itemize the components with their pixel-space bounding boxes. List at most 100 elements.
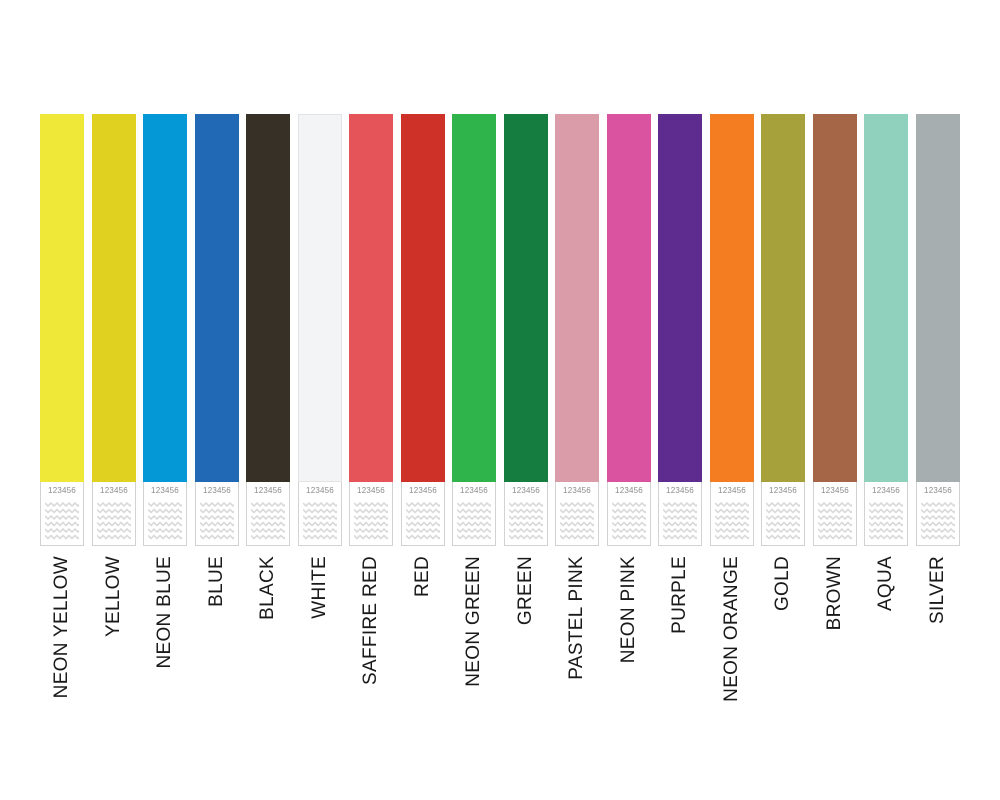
serial-number: 123456 xyxy=(512,486,540,495)
wristband-swatch: 123456 xyxy=(195,114,239,546)
security-cut-pattern-icon xyxy=(715,501,749,540)
color-name-label: PURPLE xyxy=(669,556,690,634)
color-name-label: GOLD xyxy=(772,556,793,612)
serial-number: 123456 xyxy=(306,486,334,495)
tamper-tab: 123456 xyxy=(658,482,702,546)
security-cut-pattern-icon xyxy=(612,501,646,540)
security-cut-pattern-icon xyxy=(663,501,697,540)
band-color-strip xyxy=(555,114,599,482)
band-color-strip xyxy=(40,114,84,482)
wristband-swatch: 123456 xyxy=(401,114,445,546)
color-name-label: NEON PINK xyxy=(618,556,639,664)
tamper-tab: 123456 xyxy=(710,482,754,546)
serial-number: 123456 xyxy=(254,486,282,495)
color-name-label: YELLOW xyxy=(103,556,124,637)
band-color-strip xyxy=(349,114,393,482)
tamper-tab: 123456 xyxy=(864,482,908,546)
serial-number: 123456 xyxy=(48,486,76,495)
serial-number: 123456 xyxy=(460,486,488,495)
color-label-wrap: AQUA xyxy=(864,556,908,786)
tamper-tab: 123456 xyxy=(143,482,187,546)
color-label-wrap: NEON BLUE xyxy=(143,556,187,786)
color-name-label: AQUA xyxy=(875,556,896,612)
color-name-label: GREEN xyxy=(515,556,536,626)
band-color-strip xyxy=(92,114,136,482)
wristband-swatch: 123456 xyxy=(504,114,548,546)
wristband-swatch: 123456 xyxy=(607,114,651,546)
band-color-strip xyxy=(298,114,342,482)
color-label-wrap: NEON PINK xyxy=(607,556,651,786)
serial-number: 123456 xyxy=(769,486,797,495)
band-color-strip xyxy=(401,114,445,482)
color-name-label: PASTEL PINK xyxy=(566,556,587,680)
color-name-label: RED xyxy=(412,556,433,598)
color-label-wrap: NEON ORANGE xyxy=(710,556,754,786)
security-cut-pattern-icon xyxy=(200,501,234,540)
wristband-swatch: 123456 xyxy=(658,114,702,546)
wristband-swatch: 123456 xyxy=(555,114,599,546)
band-color-strip xyxy=(761,114,805,482)
tamper-tab: 123456 xyxy=(246,482,290,546)
band-color-strip xyxy=(504,114,548,482)
tamper-tab: 123456 xyxy=(195,482,239,546)
wristband-swatch: 123456 xyxy=(761,114,805,546)
serial-number: 123456 xyxy=(409,486,437,495)
band-color-strip xyxy=(452,114,496,482)
serial-number: 123456 xyxy=(821,486,849,495)
color-name-label: NEON ORANGE xyxy=(721,556,742,702)
wristband-swatch: 123456 xyxy=(710,114,754,546)
security-cut-pattern-icon xyxy=(818,501,852,540)
tamper-tab: 123456 xyxy=(349,482,393,546)
tamper-tab: 123456 xyxy=(401,482,445,546)
serial-number: 123456 xyxy=(924,486,952,495)
band-color-strip xyxy=(813,114,857,482)
wristband-swatch: 123456 xyxy=(813,114,857,546)
color-label-wrap: RED xyxy=(401,556,445,786)
color-label-wrap: NEON YELLOW xyxy=(40,556,84,786)
tamper-tab: 123456 xyxy=(504,482,548,546)
color-name-label: SILVER xyxy=(927,556,948,624)
serial-number: 123456 xyxy=(718,486,746,495)
color-label-wrap: SAFFIRE RED xyxy=(349,556,393,786)
security-cut-pattern-icon xyxy=(148,501,182,540)
color-label-wrap: GOLD xyxy=(761,556,805,786)
tamper-tab: 123456 xyxy=(40,482,84,546)
tamper-tab: 123456 xyxy=(761,482,805,546)
security-cut-pattern-icon xyxy=(97,501,131,540)
color-name-label: BROWN xyxy=(824,556,845,631)
color-name-label: SAFFIRE RED xyxy=(360,556,381,685)
color-name-label: WHITE xyxy=(309,556,330,619)
tamper-tab: 123456 xyxy=(555,482,599,546)
security-cut-pattern-icon xyxy=(45,501,79,540)
color-name-label: NEON GREEN xyxy=(463,556,484,687)
color-name-label: BLACK xyxy=(257,556,278,620)
security-cut-pattern-icon xyxy=(303,501,337,540)
band-color-strip xyxy=(864,114,908,482)
tamper-tab: 123456 xyxy=(298,482,342,546)
color-label-wrap: NEON GREEN xyxy=(452,556,496,786)
color-label-wrap: SILVER xyxy=(916,556,960,786)
band-color-strip xyxy=(607,114,651,482)
color-label-wrap: BLUE xyxy=(195,556,239,786)
color-label-wrap: PURPLE xyxy=(658,556,702,786)
color-name-label: NEON YELLOW xyxy=(51,556,72,699)
band-color-strip xyxy=(143,114,187,482)
serial-number: 123456 xyxy=(563,486,591,495)
wristband-swatch: 123456 xyxy=(143,114,187,546)
serial-number: 123456 xyxy=(357,486,385,495)
security-cut-pattern-icon xyxy=(560,501,594,540)
serial-number: 123456 xyxy=(666,486,694,495)
tamper-tab: 123456 xyxy=(452,482,496,546)
security-cut-pattern-icon xyxy=(766,501,800,540)
band-color-strip xyxy=(195,114,239,482)
serial-number: 123456 xyxy=(615,486,643,495)
color-label-wrap: PASTEL PINK xyxy=(555,556,599,786)
band-color-strip xyxy=(710,114,754,482)
serial-number: 123456 xyxy=(872,486,900,495)
security-cut-pattern-icon xyxy=(509,501,543,540)
serial-number: 123456 xyxy=(151,486,179,495)
band-color-strip xyxy=(658,114,702,482)
tamper-tab: 123456 xyxy=(813,482,857,546)
wristband-swatch: 123456 xyxy=(864,114,908,546)
